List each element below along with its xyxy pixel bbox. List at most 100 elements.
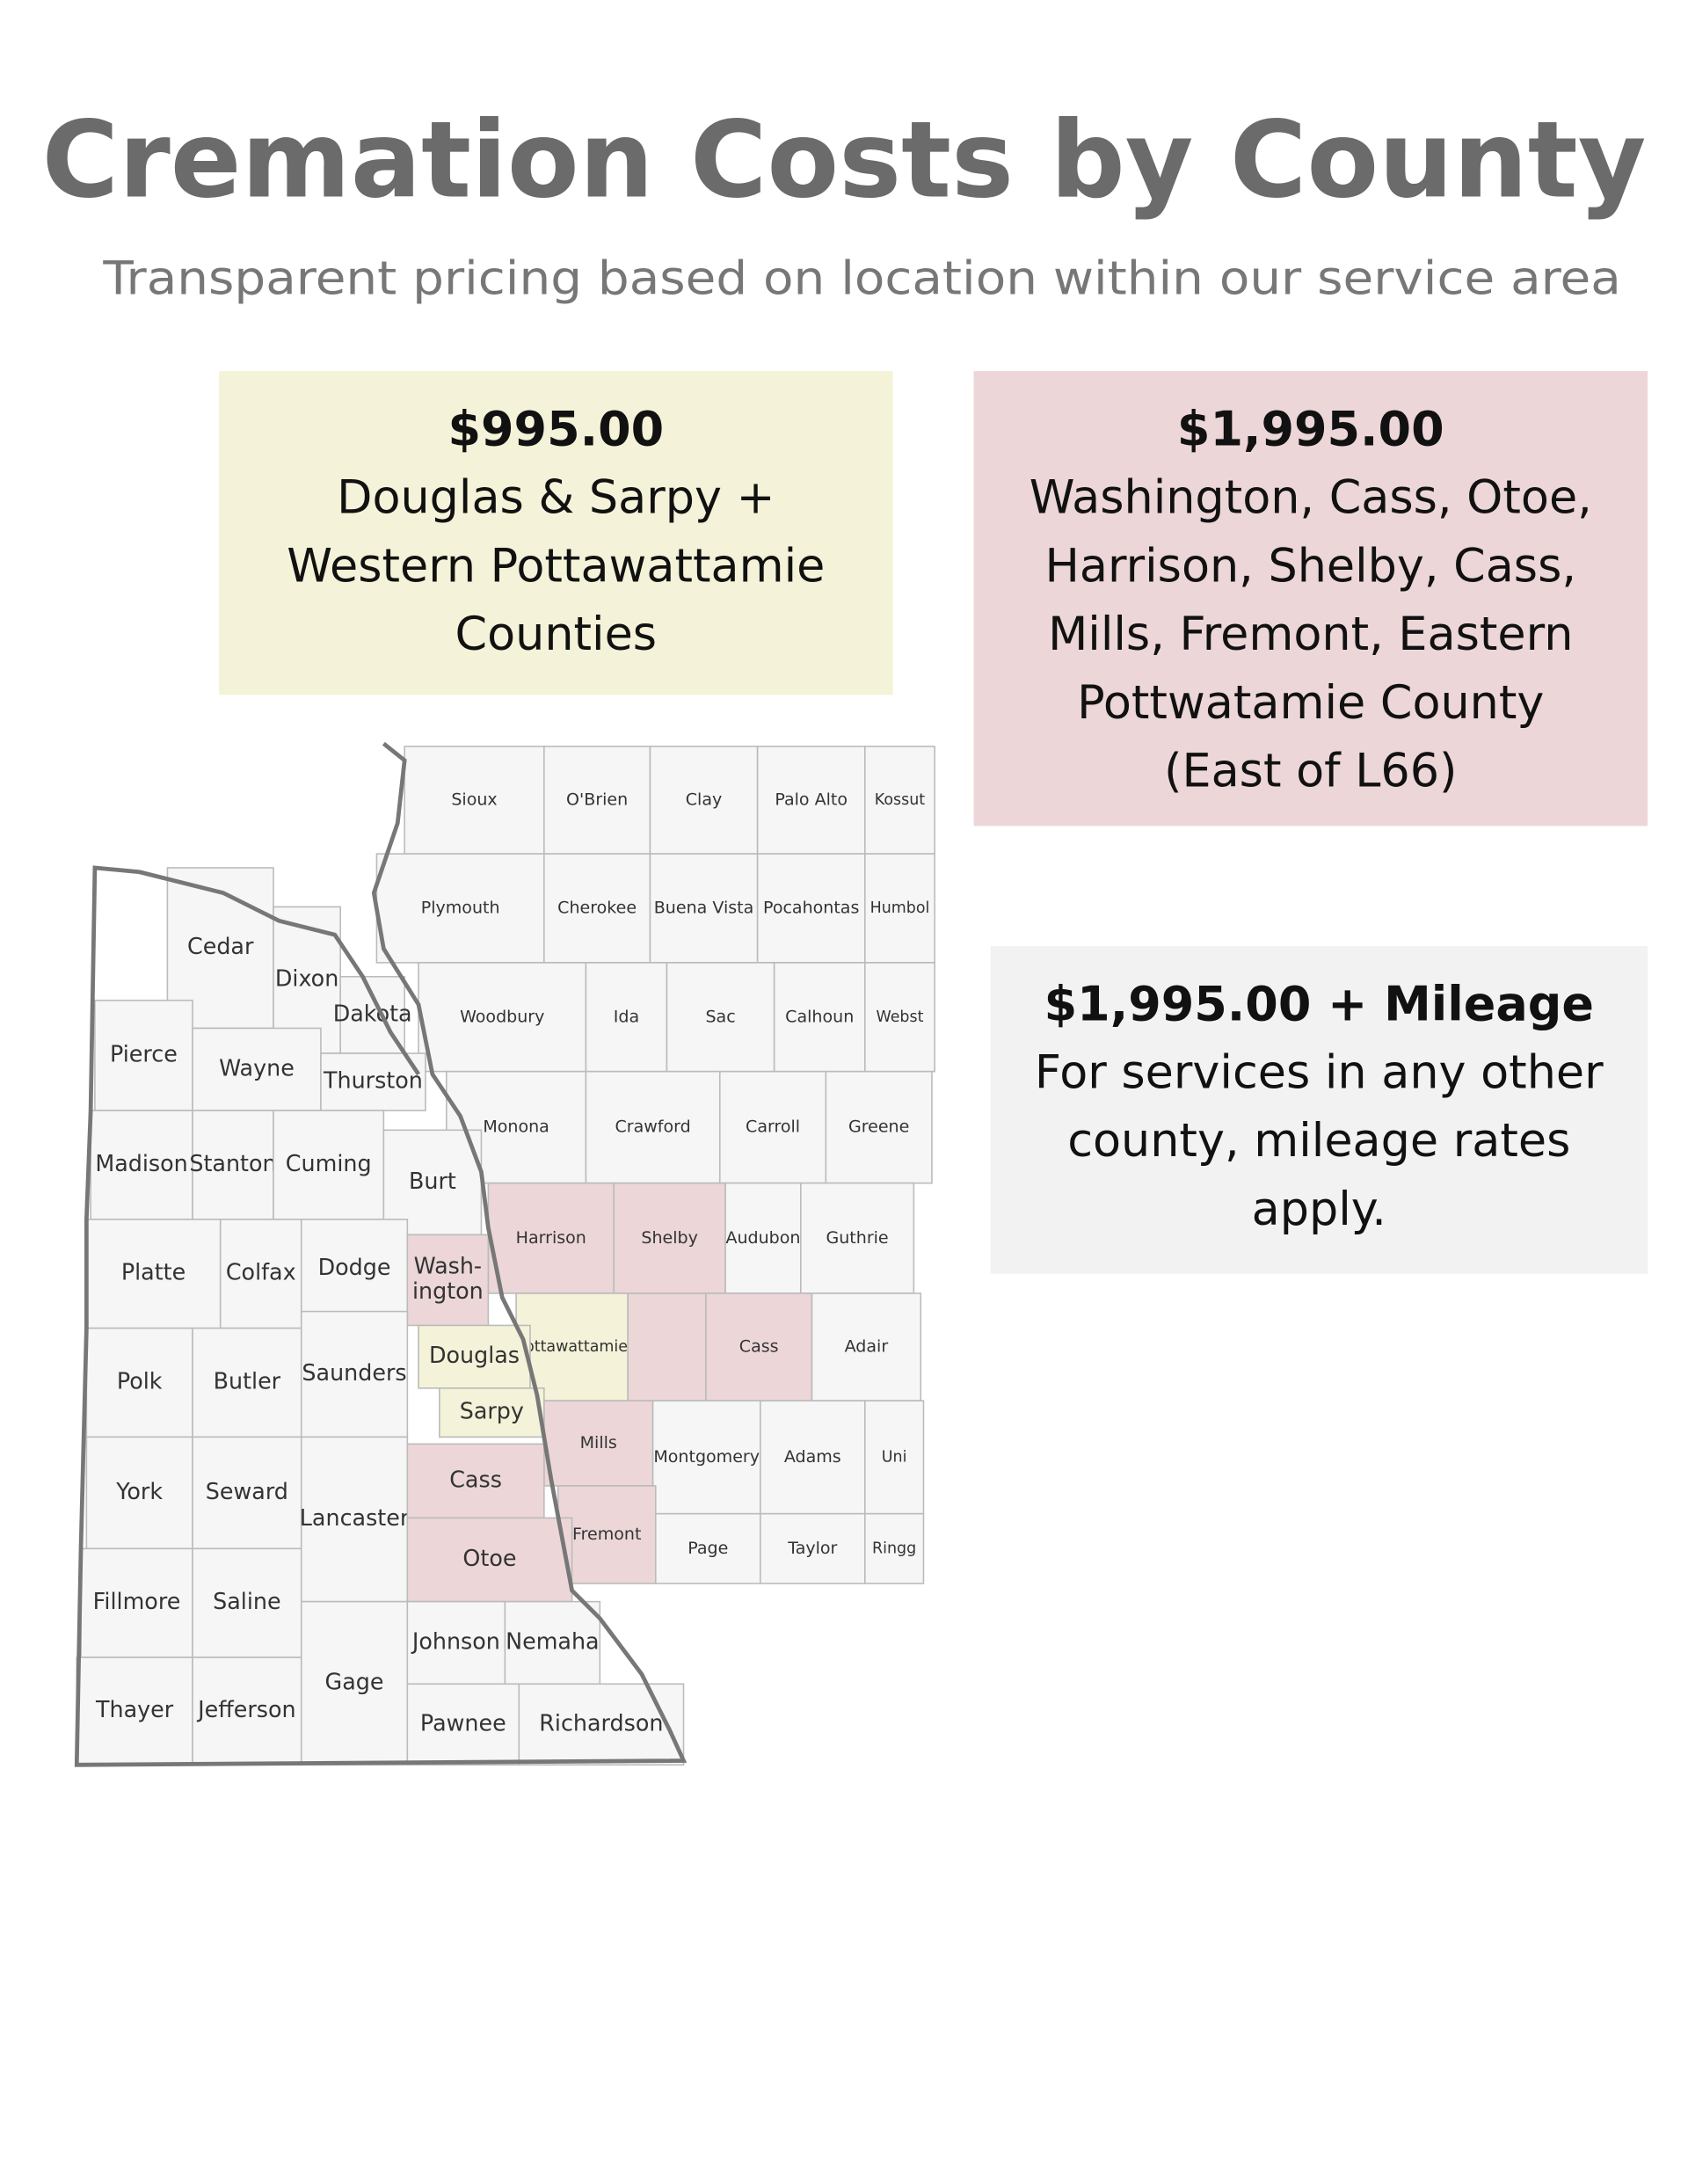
county-region: [406, 1683, 520, 1766]
county-label: Cedar: [187, 933, 254, 959]
county-label: Sarpy: [460, 1398, 524, 1424]
county-label: Saline: [213, 1588, 280, 1614]
county-region: [90, 1110, 193, 1220]
county-label: Gage: [325, 1668, 384, 1694]
price-box: [219, 371, 893, 695]
county-region: [718, 1070, 827, 1184]
county-region: [705, 1292, 813, 1401]
county-label: Ringg: [872, 1540, 916, 1557]
county-label: Seward: [206, 1478, 288, 1504]
county-region: [756, 853, 866, 964]
county-label: Douglas: [429, 1342, 520, 1368]
price: $995.00: [447, 402, 664, 457]
county-region: [418, 962, 587, 1073]
county-label: Cass: [739, 1337, 779, 1357]
county-map: Sioux O'Brien Clay Palo Alto Kossut Plymouth C…: [74, 741, 935, 1767]
price-box: [973, 371, 1648, 826]
county-region: [300, 1310, 409, 1438]
county-label: Calhoun: [785, 1007, 854, 1026]
county-label: Uni: [882, 1448, 907, 1466]
county-region: [864, 853, 935, 964]
price-description: Pottwatamie County: [1077, 676, 1544, 730]
county-region: [406, 1600, 506, 1685]
county-label: Humbol: [870, 899, 930, 917]
county-label: Platte: [121, 1259, 186, 1285]
county-label: Ida: [614, 1007, 639, 1026]
county-region: [487, 1182, 615, 1294]
county-label: Nemaha: [506, 1627, 600, 1654]
county-region: [864, 746, 935, 855]
county-label: Page: [688, 1539, 728, 1558]
county-region: [300, 1436, 409, 1603]
county-label: Colfax: [226, 1259, 296, 1285]
price-boxes: $995.00 Douglas & Sarpy + Western Pottawat…: [219, 371, 1648, 1274]
county-label: Wash-: [414, 1253, 482, 1279]
county-region: [864, 962, 935, 1073]
county-region: [504, 1600, 601, 1685]
county-region: [406, 1443, 545, 1519]
county-label: Saunders: [302, 1359, 406, 1386]
price: $1,995.00 + Mileage: [1044, 976, 1594, 1031]
price-description: (East of L66): [1164, 745, 1457, 798]
county-label: Montgomery: [653, 1447, 760, 1467]
price-description: Harrison, Shelby, Cass,: [1045, 539, 1576, 593]
county-label: Crawford: [615, 1117, 690, 1137]
county-label: Wayne: [219, 1054, 295, 1081]
county-label: Jefferson: [196, 1696, 295, 1722]
county-region: [406, 1234, 490, 1327]
county-label: Webst: [876, 1008, 923, 1026]
county-label: Audubon: [725, 1228, 800, 1248]
county-region: [724, 1182, 802, 1294]
county-region: [585, 1070, 721, 1184]
price-description: Western Pottawattamie: [287, 539, 825, 593]
county-label: O'Brien: [566, 790, 628, 810]
county-label: Richardson: [539, 1709, 663, 1736]
county-region: [760, 1512, 866, 1584]
county-label: Pocahontas: [763, 899, 859, 918]
county-region: [300, 1219, 409, 1320]
county-region: [85, 1327, 193, 1438]
county-label: Thurston: [323, 1067, 423, 1094]
county-region: [627, 1292, 707, 1401]
county-label: Pawnee: [420, 1709, 506, 1736]
county-label: ington: [412, 1278, 484, 1304]
county-region: [518, 1683, 685, 1766]
county-label: Shelby: [641, 1228, 697, 1248]
price-description: Washington, Cass, Otoe,: [1030, 471, 1592, 525]
county-label: Cass: [449, 1466, 502, 1492]
title: Cremation Costs by County: [42, 99, 1647, 222]
county-region: [85, 1436, 193, 1550]
price-description: county, mileage rates: [1067, 1114, 1570, 1168]
county-label: Guthrie: [826, 1228, 888, 1248]
price-description: Counties: [455, 608, 658, 661]
county-label: Monona: [483, 1117, 549, 1137]
county-label: Harrison: [516, 1228, 586, 1248]
county-region: [649, 853, 759, 964]
county-label: Dodge: [318, 1254, 391, 1280]
county-region: [651, 1400, 761, 1515]
county-label: Stanton: [189, 1150, 276, 1176]
county-label: York: [115, 1478, 163, 1504]
county-region: [864, 1512, 925, 1584]
price: $1,995.00: [1177, 402, 1444, 457]
county-label: Polk: [117, 1368, 163, 1394]
county-label: Palo Alto: [775, 790, 848, 810]
county-region: [192, 1027, 322, 1111]
county-region: [94, 999, 193, 1111]
county-region: [543, 1400, 654, 1487]
county-label: Butler: [214, 1368, 281, 1394]
county-label: Adams: [784, 1447, 841, 1467]
county-label: Kossut: [875, 791, 925, 809]
county-label: Lancaster: [300, 1504, 410, 1531]
price-description: apply.: [1252, 1183, 1386, 1236]
county-label: Cherokee: [557, 899, 637, 918]
county-region: [192, 1327, 302, 1438]
county-label: Sioux: [451, 790, 497, 810]
county-region: [760, 1400, 866, 1515]
county-label: Adair: [845, 1337, 889, 1357]
county-region: [375, 853, 545, 964]
county-region: [613, 1182, 726, 1294]
price-box: [990, 945, 1648, 1274]
county-label: Plymouth: [421, 899, 500, 918]
county-label: Otoe: [462, 1545, 516, 1571]
